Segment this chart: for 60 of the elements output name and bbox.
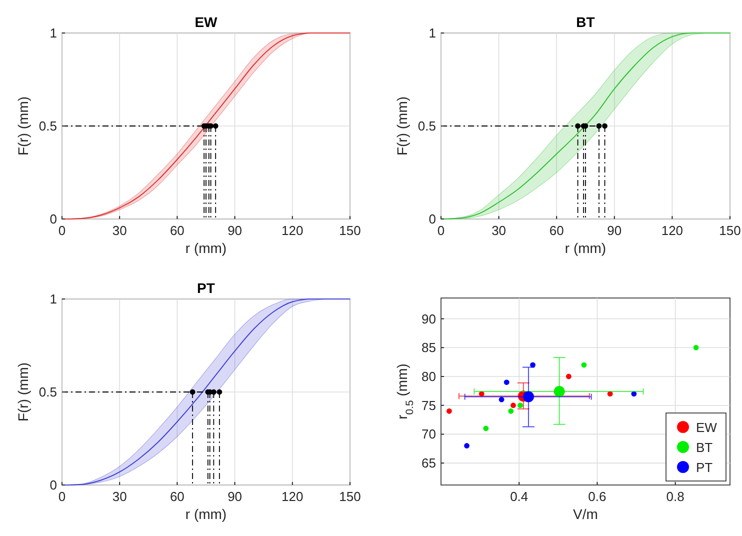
y-tick-label: 0	[50, 478, 57, 492]
x-tick-label: 90	[607, 223, 622, 238]
x-tick-label: 0.8	[666, 489, 684, 504]
point	[522, 391, 534, 402]
x-tick-label: 30	[492, 223, 506, 238]
point	[504, 380, 510, 385]
point	[581, 362, 587, 368]
x-tick-label: 60	[170, 223, 184, 238]
chart-title: BT	[576, 14, 596, 30]
x-axis-title: r (mm)	[185, 240, 227, 256]
y-tick-label: 0.5	[38, 384, 57, 400]
point	[510, 402, 516, 408]
chart-title: PT	[197, 280, 216, 296]
point	[518, 402, 523, 408]
y-tick-label: 65	[422, 456, 436, 471]
x-axis-title: r (mm)	[564, 240, 606, 256]
y-tick-label: 0.5	[38, 118, 57, 134]
x-tick-label: 150	[339, 223, 361, 238]
point	[483, 426, 489, 432]
x-axis-title: r (mm)	[185, 506, 227, 522]
y-tick-label: 1	[50, 26, 57, 40]
point	[554, 386, 565, 397]
y-tick-label: 85	[422, 340, 436, 356]
point	[498, 396, 504, 402]
legend-label: BT	[696, 440, 713, 455]
x-tick-label: 30	[112, 489, 127, 504]
x-tick-label: 120	[282, 489, 304, 504]
point	[464, 443, 470, 448]
y-tick-label: 75	[422, 398, 436, 413]
x-tick-label: 120	[282, 223, 304, 238]
point	[508, 408, 514, 414]
x-tick-label: 150	[339, 489, 361, 504]
x-tick-label: 60	[170, 489, 184, 504]
point	[566, 374, 572, 380]
x-tick-label: 90	[228, 223, 242, 238]
x-tick-label: 150	[719, 223, 741, 238]
y-tick-label: 1	[50, 292, 57, 306]
x-tick-label: 0.6	[588, 489, 606, 504]
point	[693, 344, 699, 350]
y-axis-title: F(r) (mm)	[15, 362, 31, 422]
point	[530, 362, 536, 368]
legend-label: EW	[696, 420, 718, 435]
x-tick-label: 30	[112, 223, 127, 238]
x-tick-label: 90	[228, 489, 242, 504]
y-tick-label: 80	[422, 368, 436, 384]
y-tick-label: 0	[428, 212, 436, 226]
x-tick-label: 120	[661, 223, 684, 238]
y-axis-title: F(r) (mm)	[394, 96, 410, 156]
point	[446, 408, 452, 414]
y-tick-label: 90	[422, 311, 436, 326]
legend-label: PT	[696, 460, 713, 475]
chart-title: EW	[194, 14, 218, 30]
y-tick-label: 70	[422, 426, 436, 442]
y-tick-label: 1	[428, 26, 436, 40]
y-tick-label: 0.5	[418, 118, 436, 134]
x-tick-label: 60	[549, 223, 564, 238]
y-axis-title: F(r) (mm)	[15, 96, 31, 156]
x-axis-title: V/m	[573, 506, 598, 522]
y-tick-label: 0	[50, 212, 57, 226]
x-tick-label: 0.4	[510, 489, 528, 504]
